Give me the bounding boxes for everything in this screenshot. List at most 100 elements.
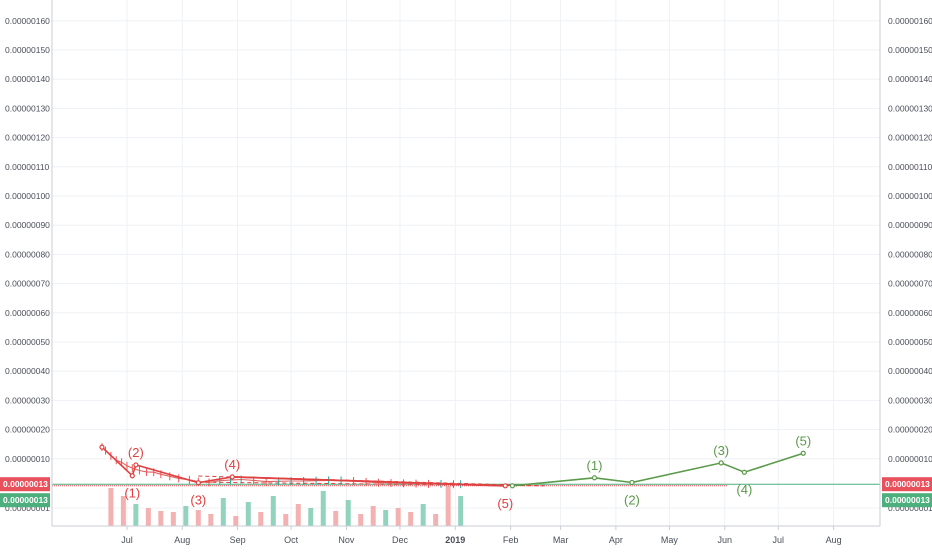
projected-wave-point [591,475,598,481]
x-tick-label: 2019 [445,535,465,545]
volume-bar [233,516,239,526]
x-tick-label: Nov [338,535,355,545]
actual-wave-point [99,444,105,450]
volume-bar [158,511,164,526]
x-tick-label: Sep [230,535,246,545]
x-tick-label: Aug [174,535,190,545]
actual-wave-line [101,446,506,487]
x-tick-label: Apr [609,535,623,545]
x-tick-label: Feb [503,535,519,545]
y-tick-label-left: 0.00000040 [5,366,50,376]
y-tick-label-right: 0.00000030 [888,395,932,405]
actual-wave-point [195,480,201,486]
actual-wave-label: (3) [190,493,206,508]
price-tag-right-text: 0.00000013 [885,479,930,489]
y-tick-label-left: 0.00000080 [5,249,50,259]
volume-bar [208,514,214,526]
price-tag-left [0,477,50,492]
y-tick-label-left: 0.00000001 [5,503,50,513]
volume-bar [420,504,426,526]
projected-wave-label: (3) [713,443,729,458]
volume-bar [408,512,414,526]
price-tag-left-text: 0.00000013 [3,495,48,505]
y-tick-label-right: 0.00000001 [888,503,932,513]
y-tick-label-left: 0.00000010 [5,454,50,464]
y-tick-label-left: 0.00000120 [5,133,50,143]
y-tick-label-right: 0.00000040 [888,366,932,376]
actual-wave-point [133,462,139,468]
price-tag-right [882,477,932,492]
y-tick-label-right: 0.00000010 [888,454,932,464]
price-tag-right [882,493,932,508]
volume-bar [258,512,264,526]
y-tick-label-left: 0.00000020 [5,425,50,435]
volume-bar [433,514,439,526]
projected-wave-point [718,460,724,466]
y-tick-label-right: 0.00000130 [888,103,932,113]
y-tick-label-left: 0.00000130 [5,103,50,113]
x-tick-label: May [661,535,679,545]
x-tick-label: Jul [121,535,133,545]
x-tick-label: Oct [284,535,299,545]
x-tick-label: Mar [553,535,569,545]
projected-wave-point [741,469,747,475]
actual-wave-label: (2) [128,445,144,460]
y-tick-label-right: 0.00000120 [888,133,932,143]
price-tag-left-text: 0.00000013 [3,479,48,489]
projected-wave-label: (5) [795,433,811,448]
volume-bar [183,506,189,526]
y-tick-label-left: 0.00000070 [5,279,50,289]
price-tag-left [0,493,50,508]
volume-bar [358,514,364,526]
volume-bar [333,511,339,526]
y-tick-label-right: 0.00000090 [888,220,932,230]
volume-bar [195,510,201,526]
y-tick-label-right: 0.00000070 [888,279,932,289]
projected-wave-point [800,450,806,456]
volume-bar [320,491,326,526]
y-tick-label-left: 0.00000150 [5,45,50,55]
volume-bar [133,504,139,526]
actual-wave-label: (1) [124,486,140,501]
volume-bar [445,486,451,526]
volume-bar [345,500,351,526]
actual-wave-label: (5) [497,496,513,511]
axis-layer: 0.00000001 0.00000001 0.00000010 0.00000010… [5,0,932,545]
y-tick-label-left: 0.00000110 [5,162,50,172]
projected-wave-point [629,479,635,486]
volume-bar [120,496,126,526]
projected-wave-line [512,452,804,487]
y-tick-label-left: 0.00000160 [5,16,50,26]
volume-bar [145,508,151,526]
volume-bar [170,512,176,526]
y-tick-label-right: 0.00000110 [888,162,932,172]
y-tick-label-left: 0.00000050 [5,337,50,347]
actual-wave-point [129,473,135,479]
grid-layer [52,0,880,526]
y-tick-label-left: 0.00000100 [5,191,50,201]
volume-bar [308,508,314,526]
y-tick-label-left: 0.00000060 [5,308,50,318]
y-tick-label-left: 0.00000090 [5,220,50,230]
volume-bar [245,502,251,526]
x-tick-label: Jul [773,535,785,545]
volume-bar [458,496,464,526]
x-tick-label: Aug [826,535,842,545]
actual-wave-point [229,474,235,480]
y-tick-label-left: 0.00000030 [5,395,50,405]
elliott-wave-layer: (1) (2) (3) (4) (5) (1) (2) (3) (4) (5) [99,433,811,511]
x-tick-label: Dec [392,535,409,545]
y-tick-label-right: 0.00000050 [888,337,932,347]
y-tick-label-right: 0.00000080 [888,249,932,259]
projected-wave-point [509,483,515,489]
actual-wave-label: (4) [224,457,240,472]
price-tag-layer: 0.00000013 0.00000013 0.00000013 0.00000013 [0,477,932,508]
y-tick-label-right: 0.00000150 [888,45,932,55]
x-tick-label: Jun [717,535,732,545]
y-tick-label-right: 0.00000020 [888,425,932,435]
volume-layer [108,486,464,526]
y-tick-label-left: 0.00000140 [5,74,50,84]
y-tick-label-right: 0.00000060 [888,308,932,318]
